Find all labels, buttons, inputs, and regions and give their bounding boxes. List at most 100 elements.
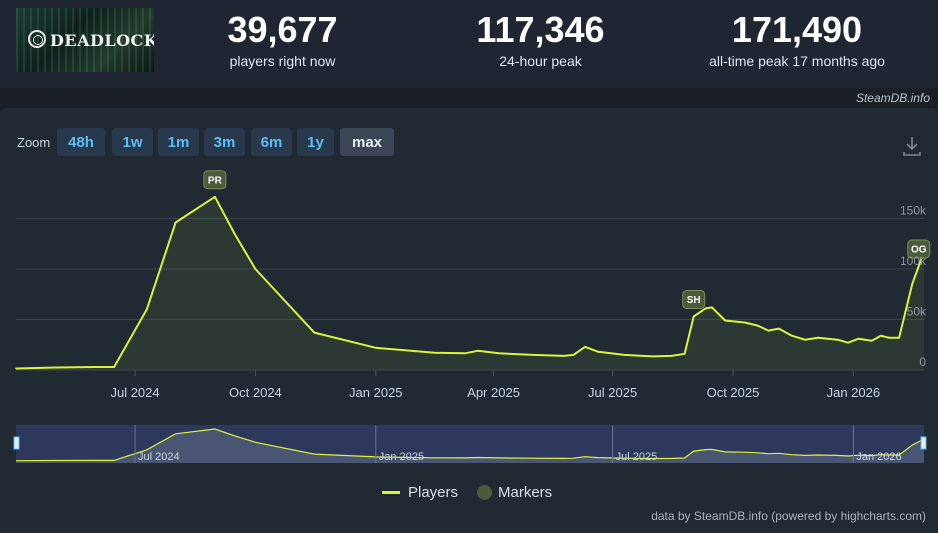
players-point <box>870 339 873 342</box>
all-time-peak-value: 171,490 <box>731 9 863 50</box>
y-tick-label: 100k <box>900 254 927 268</box>
stat-current: 39,677 players right now <box>195 8 370 70</box>
players-point <box>563 355 566 357</box>
players-point <box>777 327 780 330</box>
players-point <box>233 232 236 235</box>
game-logo[interactable]: DEADLOCK <box>16 8 154 72</box>
marker-sh-label: SH <box>687 295 701 306</box>
players-point <box>254 268 257 270</box>
players-point <box>597 351 600 353</box>
chart-credit[interactable]: data by SteamDB.info (powered by highcha… <box>651 509 926 523</box>
x-tick-label: Jul 2025 <box>588 385 637 400</box>
x-tick-label: Apr 2025 <box>467 385 520 400</box>
players-point <box>791 334 793 337</box>
x-tick-label: Jan 2025 <box>349 385 403 400</box>
players-point <box>704 307 707 310</box>
stat-all-time-peak: 171,490 all-time peak 17 months ago <box>680 8 914 70</box>
players-point <box>584 345 586 348</box>
players-point <box>683 353 686 355</box>
peak-24h-label: 24-hour peak <box>499 53 582 69</box>
players-point <box>113 366 115 368</box>
navigator-right-handle[interactable] <box>920 436 927 450</box>
players-point <box>757 324 759 327</box>
x-tick-label: Oct 2024 <box>229 385 282 400</box>
marker-pr-flag <box>203 170 227 190</box>
x-tick-label: Jul 2024 <box>110 385 159 400</box>
navigator-tick-label: Jul 2025 <box>616 451 658 463</box>
zoom-max-button[interactable]: max <box>340 128 394 156</box>
legend-players[interactable]: Players <box>382 484 458 501</box>
players-point <box>711 306 713 309</box>
y-tick-label: 150k <box>900 204 927 218</box>
legend-markers[interactable]: Markers <box>477 484 552 501</box>
download-icon[interactable] <box>902 135 922 157</box>
players-point <box>911 283 914 285</box>
players-point <box>433 352 436 354</box>
source-link[interactable]: SteamDB.info <box>855 91 930 105</box>
current-players-value: 39,677 <box>227 9 338 50</box>
zoom-1w-button[interactable]: 1w <box>112 128 153 156</box>
players-point <box>497 352 500 355</box>
players-point <box>54 366 57 369</box>
navigator-area <box>16 429 924 463</box>
zoom-1m-button[interactable]: 1m <box>158 128 199 156</box>
navigator-range <box>16 425 924 463</box>
players-point <box>146 308 148 311</box>
navigator-line <box>15 428 925 462</box>
players-point <box>767 329 770 332</box>
players-point <box>724 319 726 322</box>
players-point <box>692 315 695 318</box>
players-point <box>887 336 890 339</box>
all-time-peak-label: all-time peak 17 months ago <box>709 53 885 69</box>
players-point <box>572 354 575 356</box>
players-line <box>15 195 925 370</box>
current-players-label: players right now <box>229 53 336 69</box>
zoom-48h-button[interactable]: 48h <box>57 128 105 156</box>
x-tick-label: Jan 2026 <box>827 385 881 400</box>
players-point <box>743 321 746 324</box>
stat-24h-peak: 117,346 24-hour peak <box>453 8 628 70</box>
y-tick-label: 50k <box>907 305 927 319</box>
players-point <box>847 341 849 344</box>
zoom-3m-button[interactable]: 3m <box>204 128 245 156</box>
navigator-tick-label: Jan 2025 <box>379 451 424 463</box>
players-point <box>898 336 900 339</box>
players-area <box>16 196 924 370</box>
zoom-1y-button[interactable]: 1y <box>297 128 334 156</box>
players-point <box>623 354 626 356</box>
x-tick-label: Oct 2025 <box>707 385 760 400</box>
peak-24h-value: 117,346 <box>476 9 605 50</box>
players-point <box>670 355 673 357</box>
players-point <box>463 352 466 355</box>
players-point <box>836 338 839 341</box>
game-logo-text: DEADLOCK <box>50 31 154 50</box>
players-point <box>652 355 654 358</box>
players-point <box>880 334 882 337</box>
stats-header: DEADLOCK 39,677 players right now 117,34… <box>0 0 938 88</box>
marker-og-label: OG <box>911 245 927 256</box>
players-point <box>174 221 177 224</box>
navigator-tick-label: Jan 2026 <box>856 451 901 463</box>
legend-markers-label: Markers <box>498 484 553 501</box>
marker-sh-flag <box>682 289 706 309</box>
y-tick-label: 0 <box>919 355 926 369</box>
players-point <box>817 336 819 339</box>
players-line-swatch <box>382 491 400 494</box>
players-point <box>532 354 534 356</box>
players-point <box>857 337 860 340</box>
seal-icon <box>28 30 46 48</box>
marker-pr-label: PR <box>208 175 223 186</box>
players-point <box>477 350 479 352</box>
players-point <box>374 346 377 349</box>
zoom-6m-button[interactable]: 6m <box>251 128 292 156</box>
marker-og-flag <box>907 239 931 259</box>
players-point <box>95 366 97 368</box>
legend-players-label: Players <box>408 484 459 501</box>
zoom-label: Zoom <box>17 135 51 150</box>
players-point <box>214 195 216 198</box>
navigator-tick-label: Jul 2024 <box>138 451 180 463</box>
players-point <box>313 331 316 334</box>
navigator-left-handle[interactable] <box>13 436 20 450</box>
players-point <box>804 338 806 341</box>
